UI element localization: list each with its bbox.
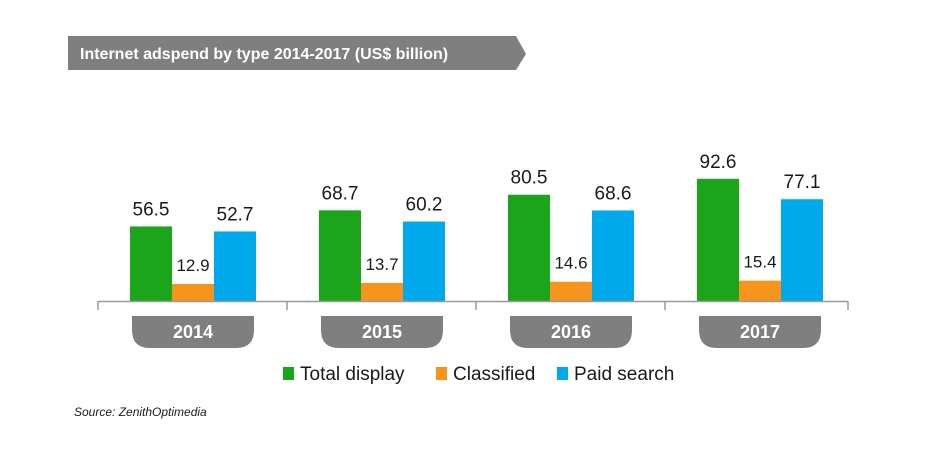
bar-total-display-2015 [319,210,361,301]
bar-total-display-2014 [130,226,172,301]
bar-classified-2016 [550,281,592,301]
value-label-total-display-2014: 56.5 [133,199,170,220]
source-note: Source: ZenithOptimedia [74,405,207,419]
bar-paid-search-2016 [592,210,634,301]
bar-classified-2017 [739,280,781,301]
title-banner-notch [58,36,68,46]
value-label-classified-2015: 13.7 [365,255,398,274]
category-tab-2014 [132,316,254,348]
category-tab-2017 [699,316,821,348]
legend-swatch-classified [436,367,447,380]
value-label-paid-search-2015: 60.2 [406,195,443,216]
title-banner-background [68,36,526,70]
value-label-total-display-2016: 80.5 [511,168,548,189]
legend-swatch-paid-search [557,367,568,380]
value-label-paid-search-2016: 68.6 [595,183,632,204]
category-tab-2015 [321,316,443,348]
value-label-paid-search-2014: 52.7 [217,204,254,225]
legend-label-total-display: Total display [300,364,405,385]
legend: Total display Classified Paid search [283,364,674,385]
value-label-paid-search-2017: 77.1 [784,172,821,193]
legend-swatch-total-display [283,367,294,380]
value-labels-group: 56.5 12.9 52.7 68.7 13.7 60.2 80.5 14.6 68.6 92.6… [133,152,821,275]
bar-total-display-2016 [508,194,550,301]
category-label-2014: 2014 [173,322,213,342]
chart-title: Internet adspend by type 2014-2017 (US$ … [80,46,448,63]
bars-group [130,178,823,301]
value-label-classified-2016: 14.6 [554,254,587,273]
x-axis [97,300,849,310]
value-label-total-display-2015: 68.7 [322,183,359,204]
legend-label-paid-search: Paid search [574,364,674,385]
title-banner: Internet adspend by type 2014-2017 (US$ … [58,36,526,70]
value-label-classified-2017: 15.4 [743,253,776,272]
category-tab-2016 [510,316,632,348]
bar-paid-search-2017 [781,199,823,301]
category-label-2017: 2017 [740,322,780,342]
bar-classified-2015 [361,282,403,301]
legend-label-classified: Classified [453,364,535,385]
category-tabs: 2014 2015 2016 2017 [132,316,821,348]
category-label-2015: 2015 [362,322,402,342]
bar-total-display-2017 [697,178,739,301]
category-label-2016: 2016 [551,322,591,342]
value-label-total-display-2017: 92.6 [700,152,737,173]
bar-paid-search-2015 [403,221,445,301]
bar-classified-2014 [172,283,214,301]
value-label-classified-2014: 12.9 [176,256,209,275]
bar-paid-search-2014 [214,231,256,301]
